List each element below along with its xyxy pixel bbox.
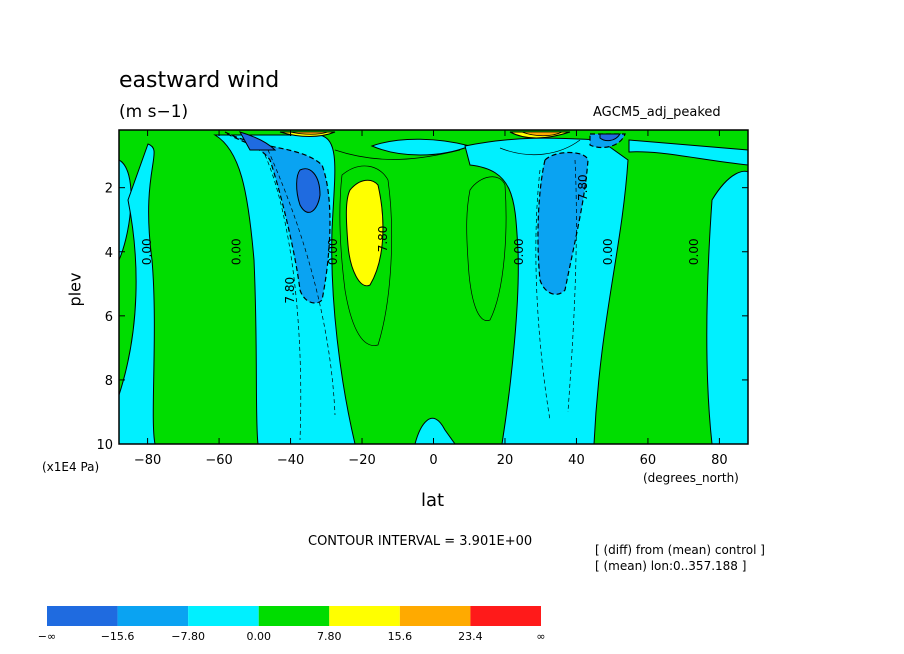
contour-label-7: 0.00: [601, 238, 615, 265]
negative-contour-line-3: [535, 169, 551, 421]
x-tick-label-2: −40: [277, 453, 304, 468]
field-orange-jet-1: [521, 131, 563, 137]
positive-contour-line-3: [499, 139, 581, 156]
field-orange-jet-0: [289, 131, 329, 135]
contour-interval-text: CONTOUR INTERVAL = 3.901E+00: [308, 534, 533, 549]
field-cyan-6: [706, 170, 749, 445]
field-positive-background: [119, 130, 748, 444]
note-diff: [ (diff) from (mean) control ]: [595, 543, 765, 557]
y-axis-label: plev: [65, 272, 85, 307]
y-tick-label-4: 10: [96, 438, 113, 453]
colorbar-label-2: −7.80: [171, 630, 205, 643]
field-lightblue-2: [537, 151, 589, 295]
contour-label-5: 0.00: [512, 238, 526, 265]
contour-label-4: 7.80: [376, 226, 390, 253]
x-tick-label-8: 80: [711, 453, 728, 468]
colorbar-swatch-0: [47, 606, 118, 626]
x-axis-units: (degrees_north): [643, 471, 739, 485]
colorbar-swatch-4: [329, 606, 400, 626]
chart-units: (m s−1): [119, 102, 189, 122]
colorbar-swatch-5: [399, 606, 471, 626]
field-blue-1: [296, 168, 321, 213]
negative-contour-line-0: [264, 154, 302, 441]
x-tick-label-4: 0: [429, 453, 437, 468]
positive-contour-line-2: [334, 149, 461, 160]
x-tick-label-3: −20: [348, 453, 375, 468]
contour-label-2: 7.80: [283, 277, 297, 304]
negative-contour-line-2: [567, 159, 577, 413]
chart-title: eastward wind: [119, 68, 280, 93]
colorbar-swatch-2: [188, 606, 259, 626]
contour-label-6: 7.80: [576, 174, 590, 201]
colorbar-swatch-3: [258, 606, 330, 626]
contour-label-layer: 0.00 0.00 7.80 0.00 7.80 0.00 7.80 0.00 0.00: [140, 174, 701, 303]
field-blue-2: [599, 133, 621, 142]
contour-fill-layer: [118, 130, 749, 445]
x-tick-label-5: 20: [497, 453, 514, 468]
x-tick-label-6: 40: [568, 453, 585, 468]
colorbar-label-1: −15.6: [101, 630, 135, 643]
contour-label-8: 0.00: [687, 238, 701, 265]
colorbar-swatch-6: [470, 606, 541, 626]
field-yellow-midlat: [345, 179, 384, 287]
field-blue-0: [238, 131, 277, 151]
colorbar-swatch-1: [117, 606, 189, 626]
x-axis-label: lat: [421, 490, 445, 511]
y-tick-label-3: 8: [105, 374, 113, 389]
x-tick-label-7: 60: [640, 453, 657, 468]
field-cyan-1: [118, 143, 156, 445]
positive-contour-line-0: [339, 165, 392, 346]
y-tick-label-1: 4: [105, 246, 113, 261]
y-tick-label-2: 6: [105, 310, 113, 325]
note-mean: [ (mean) lon:0..357.188 ]: [595, 559, 747, 573]
contour-label-1: 0.00: [230, 238, 244, 265]
x-tick-label-1: −60: [205, 453, 232, 468]
colorbar-label-0: −∞: [38, 630, 56, 643]
negative-contour-line-1: [267, 149, 336, 416]
x-tick-label-0: −80: [134, 453, 161, 468]
colorbar-label-5: 15.6: [388, 630, 413, 643]
colorbar: −∞ −15.6 −7.80 0.00 7.80 15.6 23.4 ∞: [38, 606, 546, 643]
y-tick-label-0: 2: [105, 182, 113, 197]
colorbar-label-3: 0.00: [246, 630, 271, 643]
contour-label-3: 0.00: [326, 238, 340, 265]
colorbar-label-4: 7.80: [317, 630, 342, 643]
experiment-label: AGCM5_adj_peaked: [593, 105, 721, 120]
y-axis-ticks: 2 4 6 8 10: [96, 182, 748, 453]
x-axis-ticks: −80 −60 −40 −20 0 20 40 60 80: [134, 130, 728, 468]
y-axis-units: (x1E4 Pa): [42, 460, 100, 474]
colorbar-label-7: ∞: [536, 630, 545, 643]
colorbar-label-6: 23.4: [458, 630, 483, 643]
field-cyan-7: [414, 417, 456, 445]
contour-label-0: 0.00: [140, 238, 154, 265]
